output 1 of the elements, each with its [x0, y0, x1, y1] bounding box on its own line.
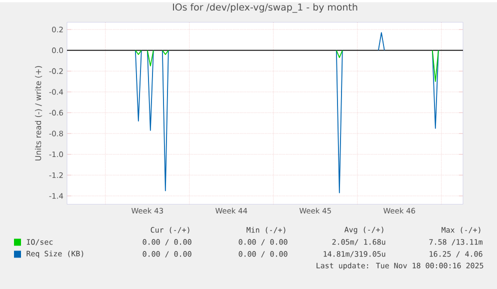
chart-title: IOs for /dev/plex-vg/swap_1 - by month — [172, 3, 358, 13]
